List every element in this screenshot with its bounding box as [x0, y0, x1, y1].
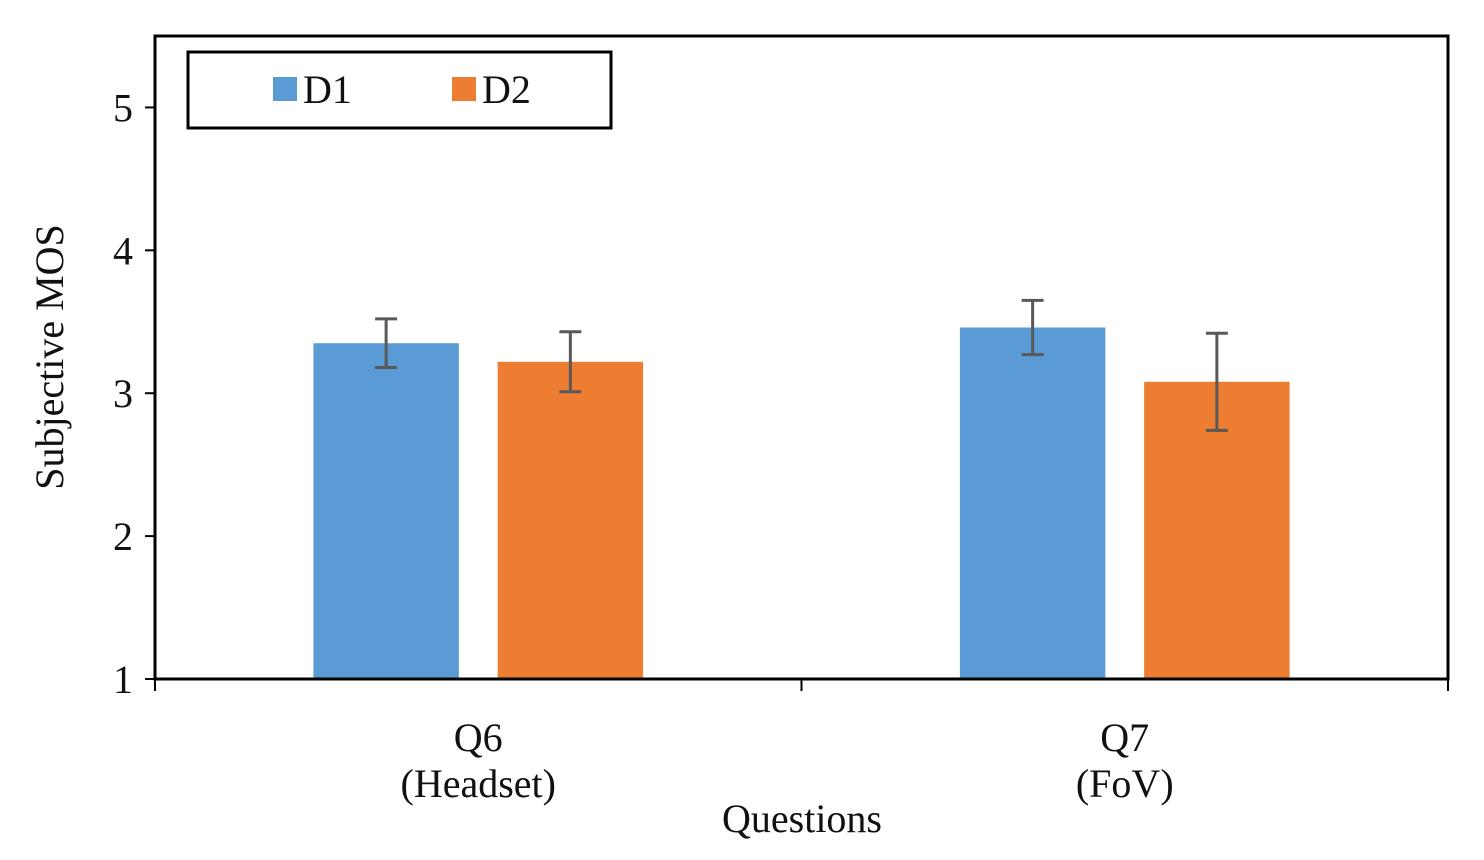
x-tick-label: (FoV) — [1076, 761, 1174, 806]
y-axis-ticks: 1 2 3 4 5 — [113, 85, 155, 702]
x-tick-label: Q6 — [454, 715, 503, 760]
legend-label-d2: D2 — [482, 67, 531, 112]
x-axis-title: Questions — [722, 796, 882, 841]
y-tick-label: 1 — [113, 657, 133, 702]
legend-swatch-d1 — [273, 77, 297, 101]
bar-d1 — [959, 327, 1106, 679]
error-bars — [155, 298, 1448, 681]
x-axis-ticks: Q6(Headset) Q7(FoV) — [154, 679, 1449, 806]
x-tick-label: Q7 — [1100, 715, 1149, 760]
y-axis-title: Subjective MOS — [27, 224, 72, 490]
y-tick-label: 5 — [113, 85, 133, 130]
y-tick-label: 2 — [113, 514, 133, 559]
y-tick-label: 3 — [113, 371, 133, 416]
bar-series — [313, 327, 1290, 679]
bar-d1 — [313, 343, 459, 679]
legend-label-d1: D1 — [303, 67, 352, 112]
y-tick-label: 4 — [113, 228, 133, 273]
legend: D1 D2 — [186, 50, 613, 130]
legend-swatch-d2 — [452, 77, 476, 101]
x-tick-label: (Headset) — [401, 761, 556, 806]
legend-frame — [186, 50, 613, 130]
bar-d2 — [497, 361, 644, 679]
